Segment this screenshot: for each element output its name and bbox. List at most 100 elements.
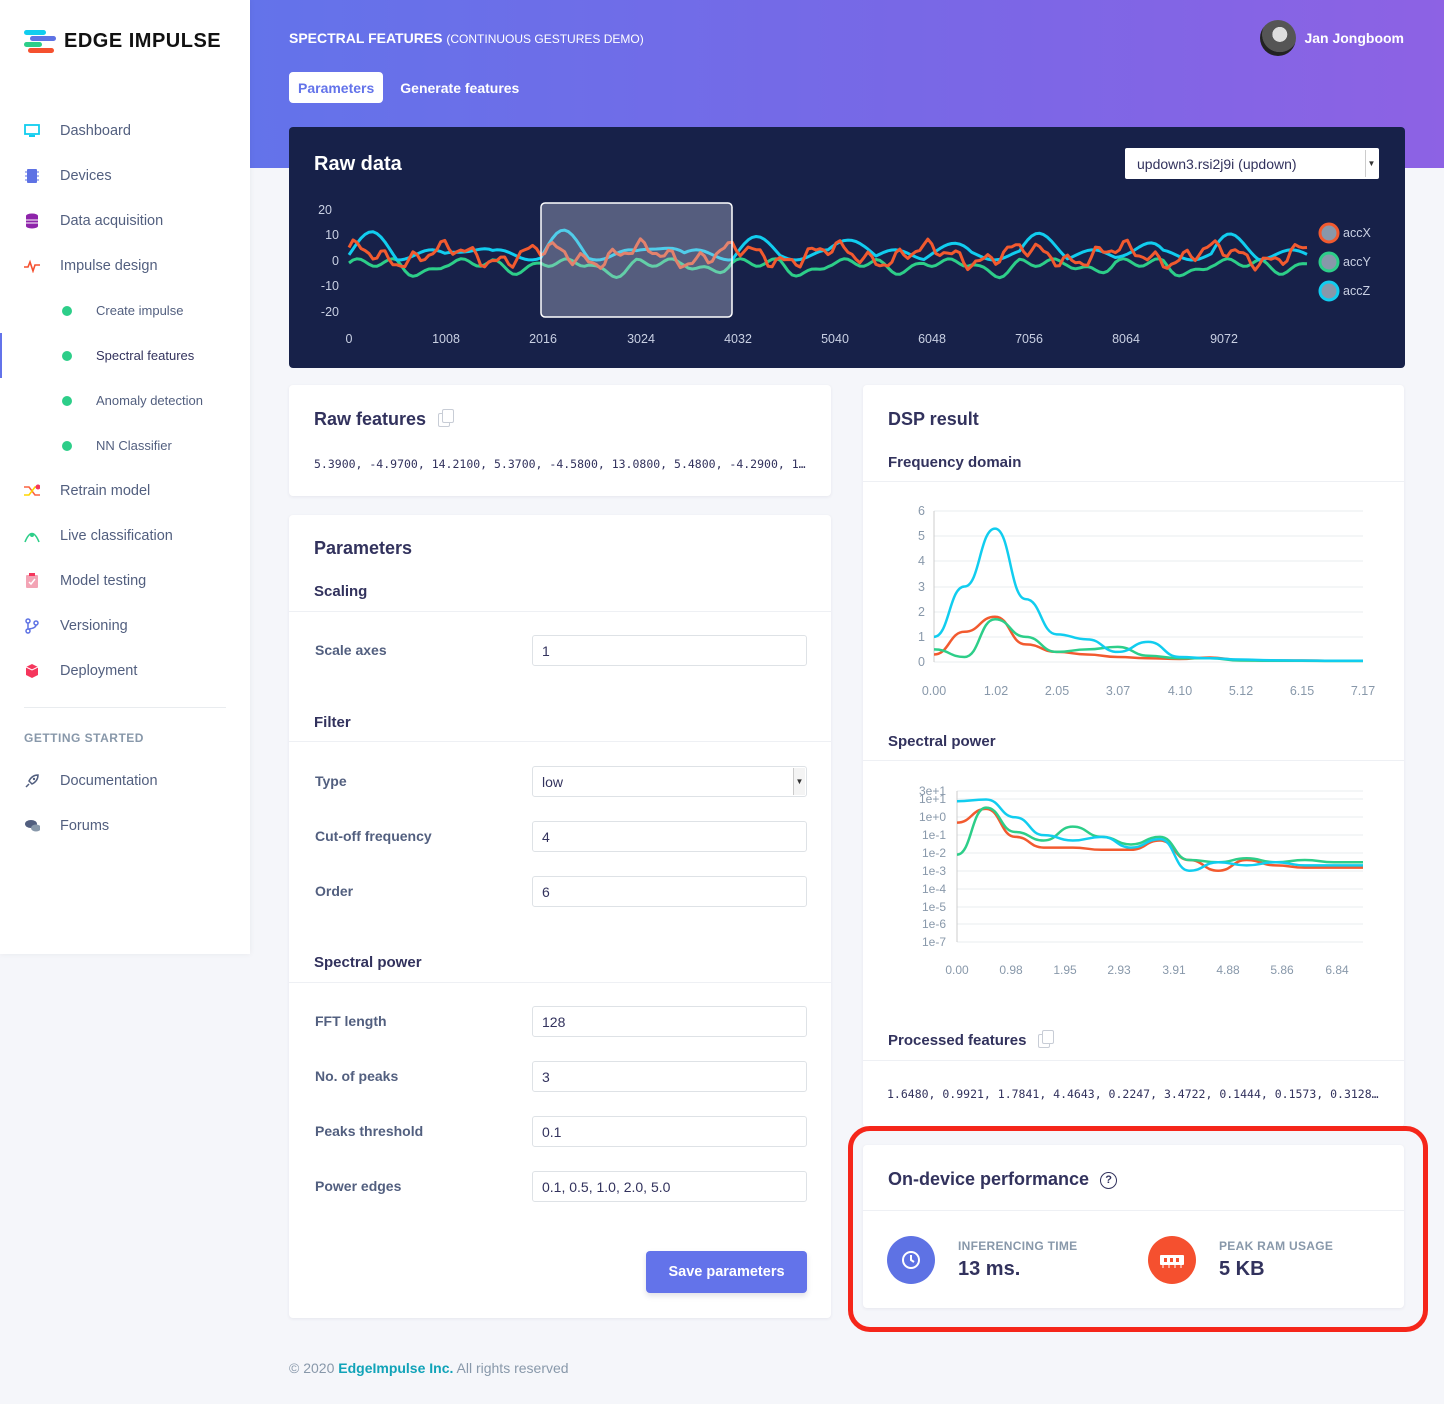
x-tick: 1.95 [1053, 963, 1077, 977]
legend-accy-marker [1318, 251, 1340, 273]
no-of-peaks-label: No. of peaks [315, 1068, 399, 1084]
clock-icon [887, 1236, 935, 1284]
scaling-heading: Scaling [314, 583, 368, 600]
series-accz-line [933, 527, 1363, 662]
sidebar-item-label: Data acquisition [60, 212, 164, 229]
y-tick: 10 [325, 228, 339, 242]
logo[interactable]: EDGE IMPULSE [24, 28, 221, 54]
order-input[interactable]: 6 [532, 876, 807, 907]
fft-length-input[interactable]: 128 [532, 1006, 807, 1037]
sidebar-item-label: Live classification [60, 527, 173, 544]
help-icon[interactable]: ? [1100, 1171, 1118, 1189]
legend-accz[interactable]: accZ [1343, 284, 1370, 298]
sidebar-item-create-impulse[interactable]: Create impulse [0, 288, 250, 333]
y-tick: 0 [332, 254, 339, 268]
user-name: Jan Jongboom [1304, 30, 1404, 46]
x-tick: 6.15 [1290, 684, 1314, 698]
sidebar-item-devices[interactable]: Devices [0, 153, 250, 198]
sidebar-item-label: Forums [60, 817, 110, 834]
fft-length-label: FFT length [315, 1013, 387, 1029]
peak-ram-value: 5 KB [1219, 1258, 1265, 1280]
divider [863, 1210, 1404, 1211]
branch-icon [24, 617, 40, 634]
processed-features-title: Processed features [888, 1030, 1055, 1049]
sidebar-item-retrain-model[interactable]: Retrain model [0, 468, 250, 513]
copy-icon[interactable] [438, 409, 455, 428]
cutoff-frequency-input[interactable]: 4 [532, 821, 807, 852]
tab-parameters[interactable]: Parameters [289, 72, 384, 103]
y-tick: 1e-4 [922, 882, 946, 896]
sidebar-nav: Dashboard Devices Data acquisition Impul… [0, 108, 250, 848]
filter-type-value: low [542, 773, 564, 790]
x-tick: 9072 [1210, 332, 1238, 346]
legend-accx[interactable]: accX [1343, 226, 1371, 240]
highlight-annotation [848, 1126, 1428, 1332]
y-tick: 20 [318, 203, 332, 217]
x-tick: 1.02 [984, 684, 1008, 698]
sidebar-item-dashboard[interactable]: Dashboard [0, 108, 250, 153]
tab-generate-features[interactable]: Generate features [400, 79, 520, 96]
power-edges-input[interactable]: 0.1, 0.5, 1.0, 2.0, 5.0 [532, 1171, 807, 1202]
x-tick: 0.98 [999, 963, 1023, 977]
window-selection[interactable] [540, 202, 733, 318]
user-menu[interactable]: Jan Jongboom [1260, 20, 1404, 56]
footer-company-link[interactable]: EdgeImpulse Inc. [338, 1360, 454, 1376]
y-tick: 1e+0 [919, 810, 946, 824]
legend-accy[interactable]: accY [1343, 255, 1371, 269]
sidebar-item-data-acquisition[interactable]: Data acquisition [0, 198, 250, 243]
y-tick: 5 [918, 529, 925, 543]
sidebar-item-impulse-design[interactable]: Impulse design [0, 243, 250, 288]
scale-axes-label: Scale axes [315, 642, 387, 658]
frequency-domain-chart[interactable]: 6 5 4 3 2 1 0 0.00 1.02 2.05 3.07 4.10 5… [863, 495, 1404, 705]
sidebar-item-deployment[interactable]: Deployment [0, 648, 250, 693]
scale-axes-input[interactable]: 1 [532, 635, 807, 666]
x-tick: 2016 [529, 332, 557, 346]
sidebar-item-label: Deployment [60, 662, 138, 679]
y-tick: 1e-3 [922, 864, 946, 878]
page-title: SPECTRAL FEATURES (CONTINUOUS GESTURES D… [289, 30, 644, 46]
save-parameters-button[interactable]: Save parameters [646, 1251, 807, 1293]
y-tick: 1e-5 [922, 900, 946, 914]
filter-type-select[interactable]: low ▼ [532, 766, 807, 797]
y-tick: 1 [918, 630, 925, 644]
sample-select-value: updown3.rsi2j9i (updown) [1137, 155, 1297, 172]
status-dot-icon [62, 440, 72, 451]
performance-title-text: On-device performance [888, 1169, 1090, 1189]
series-accy-line [956, 806, 1363, 864]
sidebar-item-documentation[interactable]: Documentation [0, 758, 250, 803]
x-tick: 4.88 [1216, 963, 1240, 977]
sidebar-item-live-classification[interactable]: Live classification [0, 513, 250, 558]
y-tick: -10 [321, 279, 339, 293]
peaks-threshold-input[interactable]: 0.1 [532, 1116, 807, 1147]
divider [863, 760, 1404, 761]
pulse-icon [24, 258, 40, 274]
copy-icon[interactable] [1038, 1030, 1055, 1049]
footer-prefix: © 2020 [289, 1360, 335, 1376]
sample-select[interactable]: updown3.rsi2j9i (updown) ▼ [1125, 148, 1379, 179]
logo-text: EDGE IMPULSE [64, 29, 222, 52]
sidebar-item-anomaly-detection[interactable]: Anomaly detection [0, 378, 250, 423]
frequency-domain-title: Frequency domain [888, 454, 1022, 471]
cube-icon [24, 663, 40, 679]
sidebar-item-versioning[interactable]: Versioning [0, 603, 250, 648]
x-tick: 5040 [821, 332, 849, 346]
live-icon [24, 528, 40, 544]
legend-accx-marker [1318, 222, 1340, 244]
x-tick: 7056 [1015, 332, 1043, 346]
sidebar-item-model-testing[interactable]: Model testing [0, 558, 250, 603]
x-tick: 0.00 [945, 963, 969, 977]
sidebar-item-spectral-features[interactable]: Spectral features [0, 333, 250, 378]
no-of-peaks-input[interactable]: 3 [532, 1061, 807, 1092]
dsp-result-title: DSP result [888, 409, 979, 429]
processed-features-values: 1.6480, 0.9921, 1.7841, 4.4643, 0.2247, … [887, 1087, 1379, 1101]
raw-data-chart[interactable]: 20 10 0 -10 -20 0 1008 2016 3024 4032 50… [289, 127, 1405, 368]
x-tick: 3.91 [1162, 963, 1186, 977]
y-tick: 4 [918, 554, 925, 568]
performance-card: On-device performance ? INFERENCING TIME… [863, 1145, 1404, 1308]
legend-accz-marker [1318, 280, 1340, 302]
sidebar-item-nn-classifier[interactable]: NN Classifier [0, 423, 250, 468]
footer-suffix: All rights reserved [456, 1360, 569, 1376]
inferencing-time-stat: INFERENCING TIME 13 ms. [887, 1236, 1077, 1284]
sidebar-item-forums[interactable]: Forums [0, 803, 250, 848]
spectral-power-chart[interactable]: 3e+1 1e+1 1e+0 1e-1 1e-2 1e-3 1e-4 1e-5 … [863, 775, 1404, 985]
